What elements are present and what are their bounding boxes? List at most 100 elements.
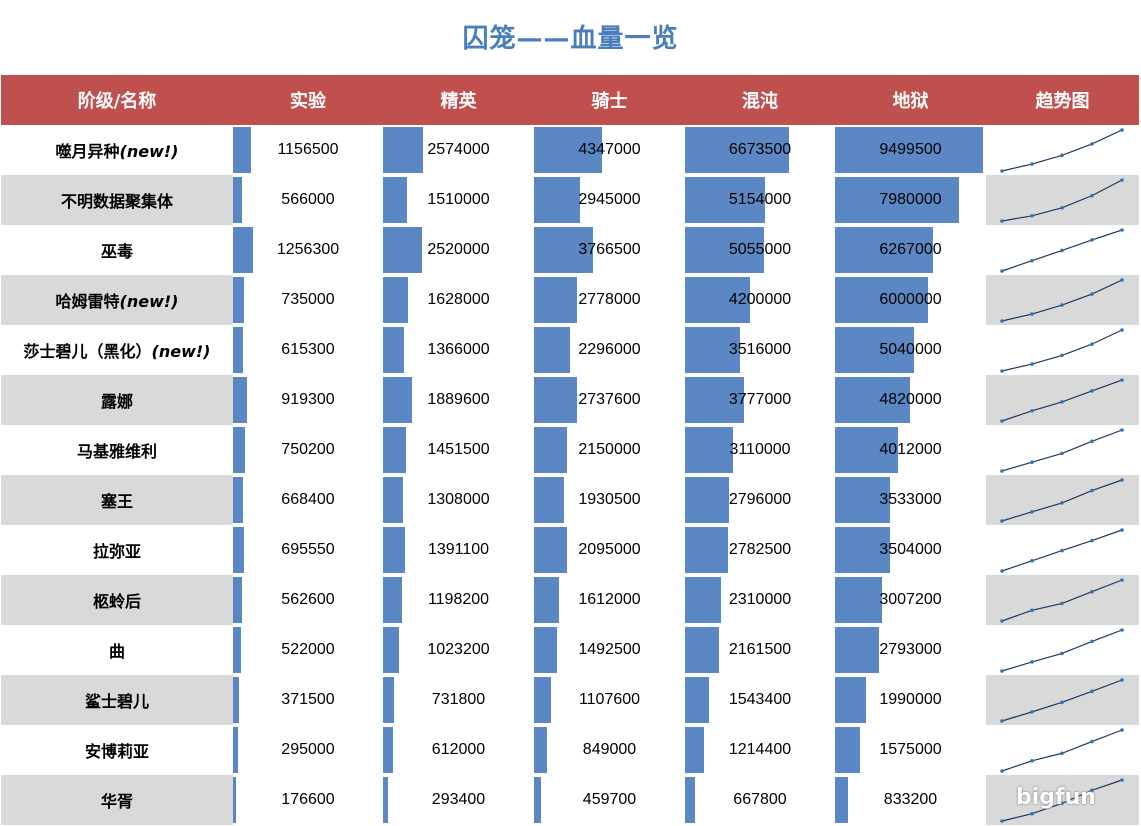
hp-value: 2574000 [427, 141, 490, 158]
hp-value: 3516000 [728, 341, 792, 358]
hp-bar [534, 377, 577, 423]
boss-name-cell: 巫毒 [1, 225, 233, 275]
sparkline-point [1090, 639, 1094, 644]
boss-name: 拉弥亚 [92, 542, 141, 561]
hp-value: 2945000 [578, 191, 641, 208]
header-chaos: 混沌 [742, 91, 778, 112]
sparkline-point [1000, 569, 1004, 573]
hp-bar [685, 777, 695, 823]
sparkline-point [1000, 669, 1004, 673]
hp-cell-experiment: 1256300 [233, 225, 383, 275]
table-row: 安博莉亚 295000 612000 849000 1214400 1575000 [1, 725, 1139, 775]
trend-sparkline-cell [986, 475, 1139, 525]
hp-cell-knight: 4347000 [534, 125, 685, 175]
hp-bar [685, 377, 744, 423]
hp-cell-experiment: 615300 [233, 325, 383, 375]
hp-value: 2095000 [578, 541, 641, 558]
hp-bar [383, 577, 402, 623]
hp-cell-hell: 2793000 [835, 625, 986, 675]
hp-cell-hell: 833200 [835, 775, 986, 825]
hp-value: 1510000 [427, 191, 490, 208]
hp-cell-chaos: 5055000 [685, 225, 835, 275]
sparkline-line [1001, 329, 1123, 372]
sparkline-point [1090, 389, 1094, 393]
table-row: 塞王 668400 1308000 1930500 2796000 3533000 [1, 475, 1139, 525]
sparkline-point [1000, 469, 1004, 473]
hp-bar [685, 627, 719, 673]
hp-value: 4820000 [879, 391, 942, 408]
hp-cell-chaos: 2161500 [685, 625, 835, 675]
sparkline-point [1120, 278, 1124, 282]
trend-sparkline-cell [986, 325, 1139, 375]
sparkline-point [1030, 811, 1034, 816]
hp-value: 1156500 [277, 141, 339, 158]
boss-name: 曲 [108, 642, 125, 661]
hp-bar [534, 127, 602, 173]
hp-value: 7980000 [879, 191, 942, 208]
hp-cell-elite: 612000 [383, 725, 534, 775]
hp-cell-chaos: 6673500 [685, 125, 835, 175]
hp-bar [835, 577, 882, 623]
hp-value: 2778000 [578, 291, 641, 308]
trend-sparkline [1000, 778, 1124, 823]
sparkline-point [1120, 228, 1124, 232]
sparkline-point [1120, 628, 1124, 632]
sparkline-point [1030, 258, 1034, 263]
hp-bar [835, 327, 914, 373]
hp-cell-elite: 731800 [383, 675, 534, 725]
hp-value: 176600 [281, 791, 335, 808]
sparkline-point [1060, 400, 1064, 404]
bigfun-watermark: bigfun [1016, 785, 1096, 810]
sparkline-point [1090, 788, 1094, 793]
hp-cell-chaos: 3110000 [685, 425, 835, 475]
hp-value: 1214400 [728, 741, 792, 758]
table-row: 露娜 919300 1889600 2737600 3777000 4820000 [1, 375, 1139, 425]
sparkline-point [1060, 751, 1064, 756]
hp-cell-chaos: 3516000 [685, 325, 835, 375]
hp-cell-knight: 2778000 [534, 275, 685, 325]
hp-cell-knight: 2095000 [534, 525, 685, 575]
sparkline-point [1060, 700, 1064, 705]
sparkline-point [1090, 292, 1094, 296]
hp-cell-experiment: 919300 [233, 375, 383, 425]
hp-cell-chaos: 2782500 [685, 525, 835, 575]
sparkline-point [1000, 419, 1004, 423]
hp-cell-elite: 1628000 [383, 275, 534, 325]
trend-sparkline [1000, 528, 1124, 573]
sparkline-line [1001, 179, 1123, 222]
sparkline-point [1090, 538, 1094, 543]
hp-value: 735000 [281, 291, 335, 308]
boss-name-cell: 噬月异种(new!) [1, 125, 233, 175]
sparkline-point [1090, 488, 1094, 493]
hp-value: 695550 [281, 541, 335, 558]
header-trend: 趋势图 [1035, 91, 1090, 112]
trend-sparkline-cell [986, 625, 1139, 675]
hp-cell-experiment: 750200 [233, 425, 383, 475]
boss-name: 哈姆雷特 [55, 292, 120, 311]
sparkline-point [1120, 478, 1124, 482]
trend-sparkline [1000, 228, 1124, 273]
sparkline-point [1030, 510, 1034, 514]
hp-value: 9499500 [879, 141, 942, 158]
sparkline-point [1030, 710, 1034, 714]
boss-name: 噬月异种 [55, 142, 120, 161]
hp-bar [685, 677, 709, 723]
sparkline-point [1060, 651, 1064, 656]
hp-bar [233, 727, 238, 773]
hp-cell-knight: 1107600 [534, 675, 685, 725]
trend-sparkline [1000, 178, 1124, 223]
table-row: 哈姆雷特(new!) 735000 1628000 2778000 4200000 600… [1, 275, 1139, 325]
sparkline-point [1120, 378, 1124, 382]
hp-value: 1107600 [578, 691, 641, 708]
hp-bar [534, 727, 547, 773]
hp-value: 5154000 [728, 191, 792, 208]
hp-value: 2737600 [578, 391, 641, 408]
hp-cell-chaos: 3777000 [685, 375, 835, 425]
hp-value: 566000 [281, 191, 335, 208]
hp-cell-experiment: 176600 [233, 775, 383, 825]
hp-value: 3533000 [879, 491, 942, 508]
sparkline-point [1120, 428, 1124, 432]
sparkline-line [1001, 629, 1123, 672]
hp-bar [835, 727, 860, 773]
hp-cell-elite: 1451500 [383, 425, 534, 475]
